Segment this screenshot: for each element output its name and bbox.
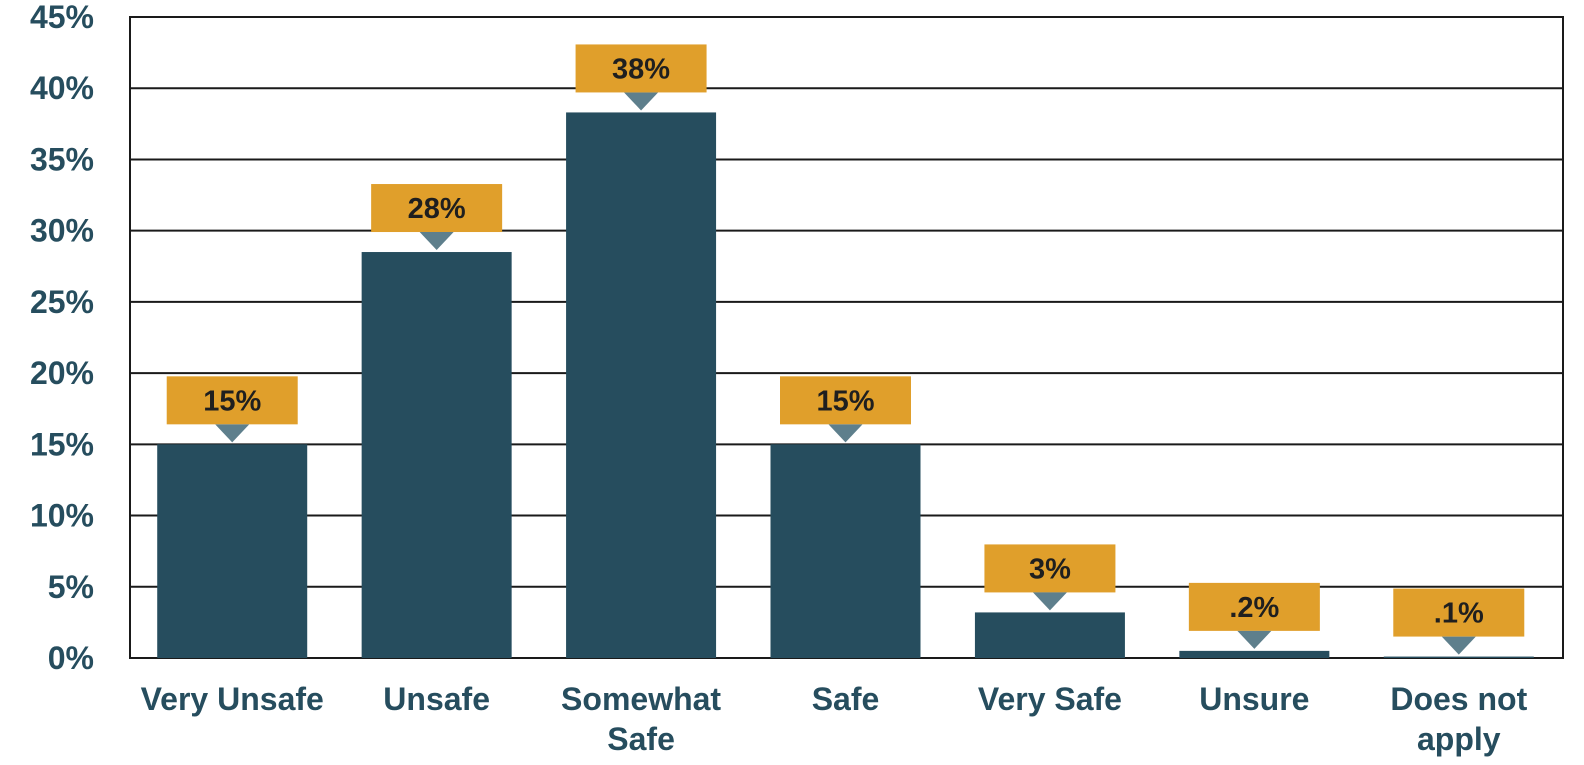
data-label-box bbox=[1188, 582, 1320, 631]
bar bbox=[361, 252, 512, 659]
data-label: 38% bbox=[612, 53, 670, 85]
x-tick-label: Does not bbox=[1390, 681, 1527, 717]
data-label-pointer bbox=[1032, 592, 1067, 611]
data-label-box bbox=[1393, 588, 1525, 637]
data-label-pointer bbox=[419, 232, 454, 251]
x-tick-label: Very Safe bbox=[978, 681, 1122, 717]
x-tick-label: Safe bbox=[607, 721, 675, 757]
y-tick-label: 25% bbox=[30, 284, 94, 320]
data-label-box bbox=[166, 376, 298, 425]
data-label-pointer bbox=[828, 424, 863, 443]
y-tick-label: 20% bbox=[30, 355, 94, 391]
bar bbox=[770, 444, 921, 658]
data-label-box bbox=[984, 544, 1116, 593]
data-label-pointer bbox=[1237, 630, 1272, 649]
y-tick-label: 15% bbox=[30, 426, 94, 462]
data-label: 28% bbox=[408, 193, 466, 225]
bars bbox=[157, 112, 1534, 659]
x-tick-label: Unsure bbox=[1199, 681, 1309, 717]
x-tick-label: Safe bbox=[812, 681, 880, 717]
data-label-box bbox=[575, 44, 707, 93]
y-tick-label: 45% bbox=[30, 0, 94, 35]
y-tick-label: 0% bbox=[48, 640, 94, 676]
data-label-box bbox=[371, 184, 503, 233]
bar bbox=[566, 112, 717, 659]
data-label-pointer bbox=[1441, 636, 1476, 655]
y-tick-label: 40% bbox=[30, 70, 94, 106]
data-label: 15% bbox=[816, 385, 874, 417]
y-tick-label: 5% bbox=[48, 569, 94, 605]
x-tick-label: apply bbox=[1417, 721, 1501, 757]
x-tick-label: Somewhat bbox=[561, 681, 721, 717]
data-label: .2% bbox=[1229, 592, 1279, 624]
y-tick-label: 10% bbox=[30, 498, 94, 534]
y-axis-ticks: 0% 5% 10% 15% 20% 25% 30% 35% 40% 45% bbox=[30, 0, 94, 676]
data-label: 15% bbox=[203, 385, 261, 417]
bar bbox=[157, 444, 308, 658]
bar bbox=[1179, 650, 1330, 658]
data-labels: 15% 28% 38% 15% 3% .2% .1% bbox=[166, 44, 1525, 655]
y-tick-label: 30% bbox=[30, 213, 94, 249]
data-label-pointer bbox=[624, 92, 659, 111]
bar bbox=[974, 612, 1125, 658]
x-tick-label: Very Unsafe bbox=[141, 681, 324, 717]
data-label: 3% bbox=[1029, 553, 1071, 585]
bar bbox=[1383, 656, 1534, 658]
x-axis-ticks: Very Unsafe Unsafe Somewhat Safe Safe Very Sa… bbox=[141, 681, 1528, 757]
data-label-pointer bbox=[215, 424, 250, 443]
x-tick-label: Unsafe bbox=[383, 681, 490, 717]
data-label-box bbox=[780, 376, 911, 425]
data-label: .1% bbox=[1434, 598, 1484, 630]
y-tick-label: 35% bbox=[30, 141, 94, 177]
